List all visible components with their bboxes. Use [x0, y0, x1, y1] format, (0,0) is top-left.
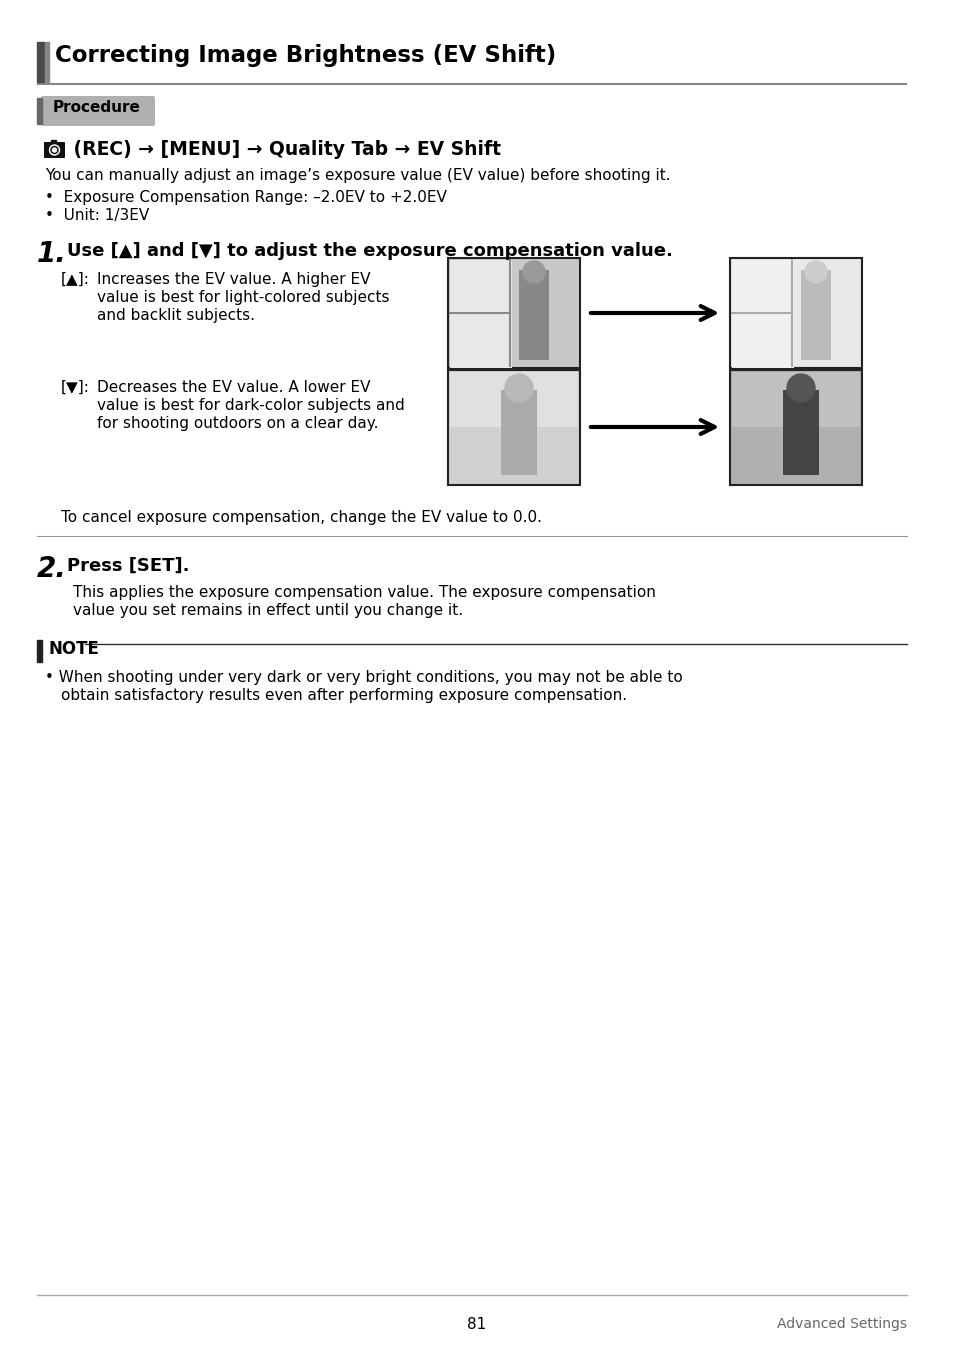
Circle shape	[50, 145, 59, 155]
Circle shape	[804, 261, 826, 284]
Text: •  Unit: 1/3EV: • Unit: 1/3EV	[45, 208, 149, 223]
Text: 81: 81	[467, 1318, 486, 1333]
Text: •  Exposure Compensation Range: –2.0EV to +2.0EV: • Exposure Compensation Range: –2.0EV to…	[45, 190, 446, 205]
Bar	[37, 641, 42, 662]
Text: [▲]:: [▲]:	[61, 271, 90, 286]
Text: and backlit subjects.: and backlit subjects.	[97, 308, 254, 323]
Text: To cancel exposure compensation, change the EV value to 0.0.: To cancel exposure compensation, change …	[61, 510, 541, 525]
Bar	[801, 270, 830, 360]
Text: NOTE: NOTE	[49, 641, 100, 658]
Text: for shooting outdoors on a clear day.: for shooting outdoors on a clear day.	[97, 417, 378, 432]
Bar	[45, 42, 49, 81]
Text: You can manually adjust an image’s exposure value (EV value) before shooting it.: You can manually adjust an image’s expos…	[45, 168, 670, 183]
Text: This applies the exposure compensation value. The exposure compensation: This applies the exposure compensation v…	[73, 585, 656, 600]
Bar	[448, 258, 579, 368]
FancyBboxPatch shape	[44, 142, 65, 157]
Text: Use [▲] and [▼] to adjust the exposure compensation value.: Use [▲] and [▼] to adjust the exposure c…	[67, 242, 672, 261]
Circle shape	[786, 375, 814, 402]
Bar	[731, 372, 859, 427]
Text: Advanced Settings: Advanced Settings	[776, 1318, 906, 1331]
Bar	[450, 372, 578, 427]
Text: Correcting Image Brightness (EV Shift): Correcting Image Brightness (EV Shift)	[55, 43, 556, 66]
Bar	[782, 389, 818, 475]
Text: (REC) → [MENU] → Quality Tab → EV Shift: (REC) → [MENU] → Quality Tab → EV Shift	[67, 140, 500, 159]
Text: • When shooting under very dark or very bright conditions, you may not be able t: • When shooting under very dark or very …	[45, 670, 682, 685]
Circle shape	[504, 375, 533, 402]
Text: value is best for dark-color subjects and: value is best for dark-color subjects an…	[97, 398, 404, 413]
Circle shape	[52, 148, 56, 152]
FancyBboxPatch shape	[41, 96, 154, 126]
Text: 2.: 2.	[37, 555, 67, 584]
Bar	[448, 370, 579, 484]
Circle shape	[51, 147, 58, 153]
Bar	[450, 261, 512, 368]
Text: [▼]:: [▼]:	[61, 380, 90, 395]
Text: 1.: 1.	[37, 240, 67, 267]
Text: Decreases the EV value. A lower EV: Decreases the EV value. A lower EV	[97, 380, 370, 395]
Bar	[500, 389, 537, 475]
Bar	[37, 42, 44, 81]
Text: value is best for light-colored subjects: value is best for light-colored subjects	[97, 290, 389, 305]
Circle shape	[522, 261, 544, 284]
Text: obtain satisfactory results even after performing exposure compensation.: obtain satisfactory results even after p…	[61, 688, 626, 703]
Bar	[729, 370, 862, 484]
Bar	[729, 258, 862, 368]
Text: Procedure: Procedure	[53, 100, 141, 115]
Bar	[518, 270, 548, 360]
Text: Press [SET].: Press [SET].	[67, 556, 190, 575]
Text: Increases the EV value. A higher EV: Increases the EV value. A higher EV	[97, 271, 370, 286]
Bar	[731, 261, 793, 368]
Bar	[51, 140, 56, 142]
Bar	[37, 98, 42, 123]
Text: value you set remains in effect until you change it.: value you set remains in effect until yo…	[73, 603, 462, 617]
